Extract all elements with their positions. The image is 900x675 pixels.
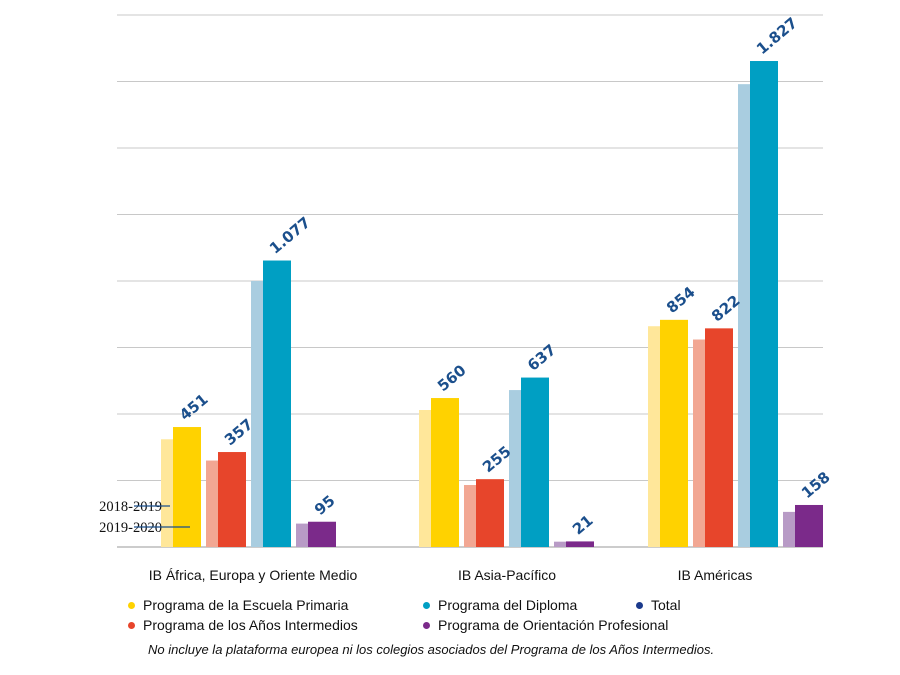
- year-annotations: 2018-2019 2019-2020: [99, 499, 190, 536]
- legend-label-pai: Programa de los Años Intermedios: [143, 617, 358, 633]
- legend-item-total: Total: [636, 597, 681, 613]
- category-labels: IB África, Europa y Oriente Medio IB Asia…: [149, 567, 753, 583]
- footnote: No incluye la plataforma europea ni los …: [148, 642, 715, 657]
- value-label-pep-1: 560: [434, 361, 470, 395]
- value-label-pop-0: 95: [311, 492, 339, 519]
- value-label-pep-0: 451: [176, 390, 212, 424]
- legend-dot-total: [636, 601, 643, 609]
- legend-dot-pai: [128, 621, 135, 629]
- legend-label-pep: Programa de la Escuela Primaria: [143, 597, 349, 613]
- bar-2019-2020-pop-2: [795, 504, 823, 547]
- legend-label-total: Total: [651, 597, 681, 613]
- bar-2019-2020-pai-0: [218, 452, 246, 547]
- legend-dot-pd: [423, 601, 430, 609]
- bar-2019-2020-pep-1: [431, 398, 459, 547]
- legend-label-pd: Programa del Diploma: [438, 597, 578, 613]
- year-label-2018-2019: 2018-2019: [99, 499, 162, 515]
- category-label-0: IB África, Europa y Oriente Medio: [149, 567, 358, 583]
- year-label-2019-2020: 2019-2020: [99, 520, 162, 536]
- value-label-pd-0: 1.077: [266, 213, 314, 257]
- bar-2019-2020-pai-1: [476, 479, 504, 547]
- legend-dot-pop: [423, 621, 430, 629]
- bar-2019-2020-pop-1: [566, 541, 594, 547]
- bar-2019-2020-pd-0: [263, 260, 291, 547]
- bar-2019-2020-pep-2: [660, 319, 688, 547]
- value-label-pd-2: 1.827: [753, 14, 801, 58]
- bar-2019-2020-pd-2: [750, 61, 778, 547]
- legend-label-pop: Programa de Orientación Profesional: [438, 617, 669, 633]
- legend-item-pep: Programa de la Escuela Primaria: [128, 597, 348, 613]
- legend-item-pai: Programa de los Años Intermedios: [128, 617, 358, 633]
- legend-item-pop: Programa de Orientación Profesional: [423, 617, 668, 633]
- legend-row-2: Programa de los Años Intermedios Program…: [128, 617, 828, 637]
- legend-dot-pep: [128, 601, 135, 609]
- bar-2019-2020-pai-2: [705, 328, 733, 547]
- category-label-1: IB Asia-Pacífico: [458, 567, 556, 583]
- bar-2019-2020-pep-0: [173, 427, 201, 547]
- category-label-2: IB Américas: [678, 567, 753, 583]
- legend-item-pd: Programa del Diploma: [423, 597, 577, 613]
- bar-2019-2020-pop-0: [308, 521, 336, 547]
- legend-row-1: Programa de la Escuela Primaria Programa…: [128, 597, 828, 617]
- bar-2018-2019-pop-1: [554, 541, 570, 547]
- legend: Programa de la Escuela Primaria Programa…: [128, 597, 828, 637]
- value-label-pd-1: 637: [524, 341, 560, 375]
- value-label-pop-1: 21: [569, 511, 597, 538]
- bar-2019-2020-pd-1: [521, 377, 549, 547]
- value-label-pep-2: 854: [663, 283, 699, 317]
- value-label-pop-2: 158: [798, 468, 834, 502]
